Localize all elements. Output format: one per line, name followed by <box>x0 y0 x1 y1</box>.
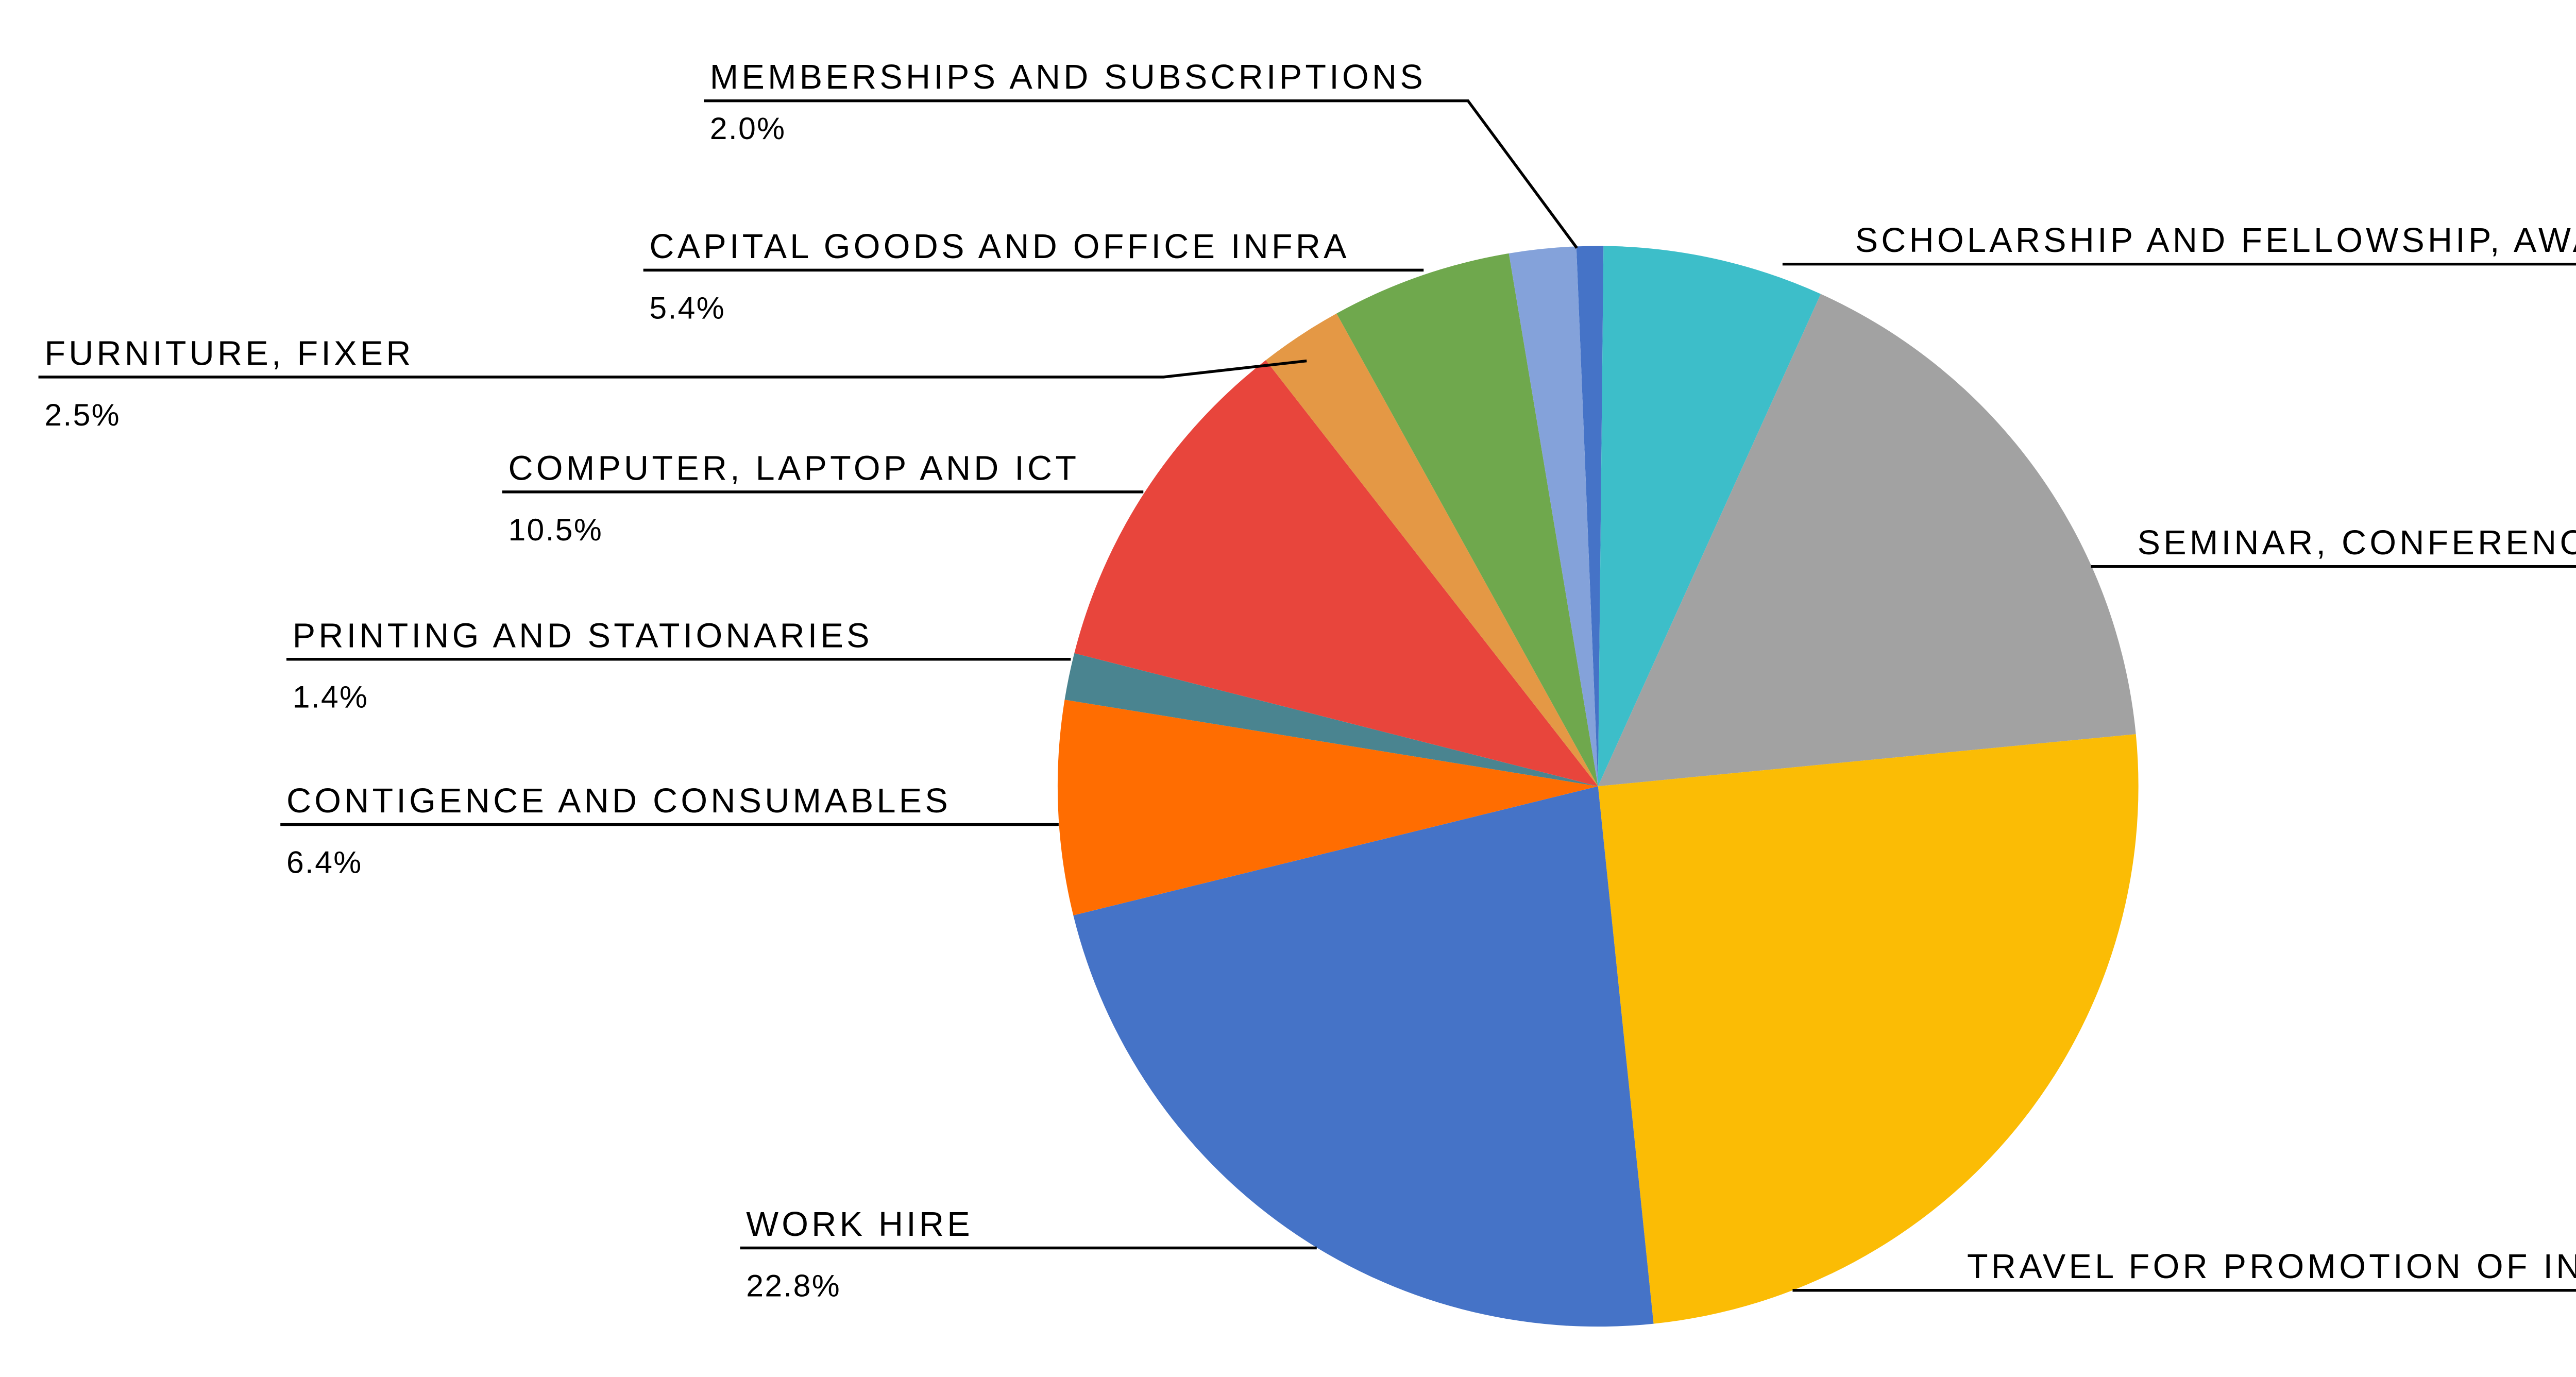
slice-label-furniture: FURNITURE, FIXER <box>44 334 414 372</box>
slice-label-work-hire: WORK HIRE <box>746 1205 973 1244</box>
slice-pct-computer: 10.5% <box>508 512 603 547</box>
pie-slice-work-hire[interactable] <box>1073 786 1654 1327</box>
leader-lines-group <box>38 99 2576 1292</box>
pie-slice-memberships[interactable] <box>1509 246 1598 787</box>
pie-slice-contigence[interactable] <box>1057 700 1598 915</box>
slice-pct-work-hire: 22.8% <box>746 1268 841 1303</box>
slice-label-printing: PRINTING AND STATIONARIES <box>293 617 873 655</box>
pie-slice-printing[interactable] <box>1064 653 1598 787</box>
pie-slice-travel[interactable] <box>1598 734 2139 1324</box>
pie-slice-scholarship[interactable] <box>1598 246 1821 787</box>
pie-slice-furniture[interactable] <box>1265 313 1598 787</box>
slice-label-capital-goods: CAPITAL GOODS AND OFFICE INFRA <box>649 228 1349 266</box>
slice-pct-furniture: 2.5% <box>44 397 121 432</box>
slice-pct-memberships: 2.0% <box>710 111 786 146</box>
pie-slice-seminar[interactable] <box>1598 294 2136 787</box>
slice-label-travel: TRAVEL FOR PROMOTION OF INTERNATIONAL RE… <box>1967 1248 2576 1286</box>
pie-slice-capital-goods[interactable] <box>1336 253 1598 787</box>
leader-line-furniture <box>38 359 1307 379</box>
slice-label-contigence: CONTIGENCE AND CONSUMABLES <box>286 782 951 820</box>
slice-pct-printing: 1.4% <box>293 679 369 715</box>
slice-labels-group: SCHOLARSHIP AND FELLOWSHIP, AWARDS, REWA… <box>44 58 2576 1303</box>
slice-label-scholarship: SCHOLARSHIP AND FELLOWSHIP, AWARDS, REWA… <box>1855 222 2576 260</box>
slice-label-seminar: SEMINAR, CONFERENCE, EVENTS AND DELE… <box>2138 524 2576 562</box>
slice-pct-contigence: 6.4% <box>286 845 363 880</box>
slice-label-computer: COMPUTER, LAPTOP AND ICT <box>508 449 1079 487</box>
slice-pct-capital-goods: 5.4% <box>649 290 725 325</box>
pie-slice-computer[interactable] <box>1074 360 1598 787</box>
leader-line-memberships <box>704 99 1578 249</box>
pie-slices-group <box>1057 246 2139 1327</box>
slice-label-memberships: MEMBERSHIPS AND SUBSCRIPTIONS <box>710 58 1426 96</box>
pie-slice-unlabeled-sliver[interactable] <box>1576 246 1604 787</box>
